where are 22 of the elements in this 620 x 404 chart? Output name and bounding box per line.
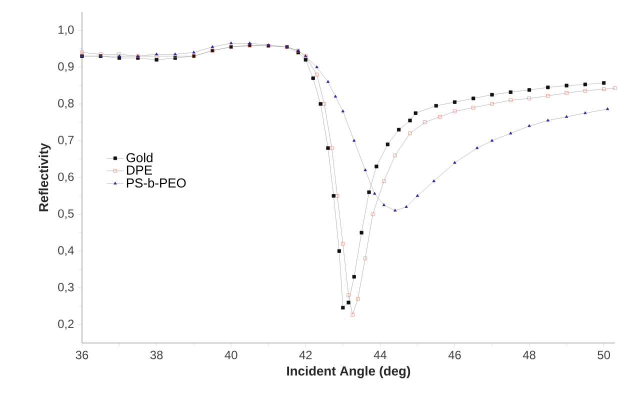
y-tick-label: 1,0 bbox=[58, 25, 74, 36]
x-tick-label: 40 bbox=[224, 350, 238, 360]
y-tick-label: 0,9 bbox=[58, 62, 74, 72]
x-axis-title: Incident Angle (deg) bbox=[287, 366, 410, 378]
x-tick-label: 48 bbox=[522, 350, 536, 360]
legend-label: DPE bbox=[126, 166, 152, 175]
legend-label: Gold bbox=[126, 152, 152, 162]
y-tick-label: 0,7 bbox=[58, 136, 74, 146]
x-tick-label: 44 bbox=[374, 350, 386, 359]
y-axis-title: Reflectivity bbox=[38, 143, 51, 212]
y-tick-label: 0,3 bbox=[58, 282, 74, 293]
x-tick-label: 50 bbox=[598, 350, 610, 360]
y-tick-label: 0,5 bbox=[58, 209, 74, 220]
y-tick-label: 0,8 bbox=[58, 99, 74, 109]
x-tick-label: 36 bbox=[76, 350, 88, 360]
x-tick-label: 42 bbox=[299, 350, 312, 360]
x-tick-label: 38 bbox=[150, 350, 163, 360]
y-tick-label: 0,2 bbox=[58, 320, 74, 330]
y-tick-label: 0,4 bbox=[58, 246, 74, 256]
y-tick-label: 0,6 bbox=[58, 172, 74, 182]
x-tick-label: 46 bbox=[448, 350, 461, 360]
legend-label: PS-b-PEO bbox=[126, 178, 186, 188]
